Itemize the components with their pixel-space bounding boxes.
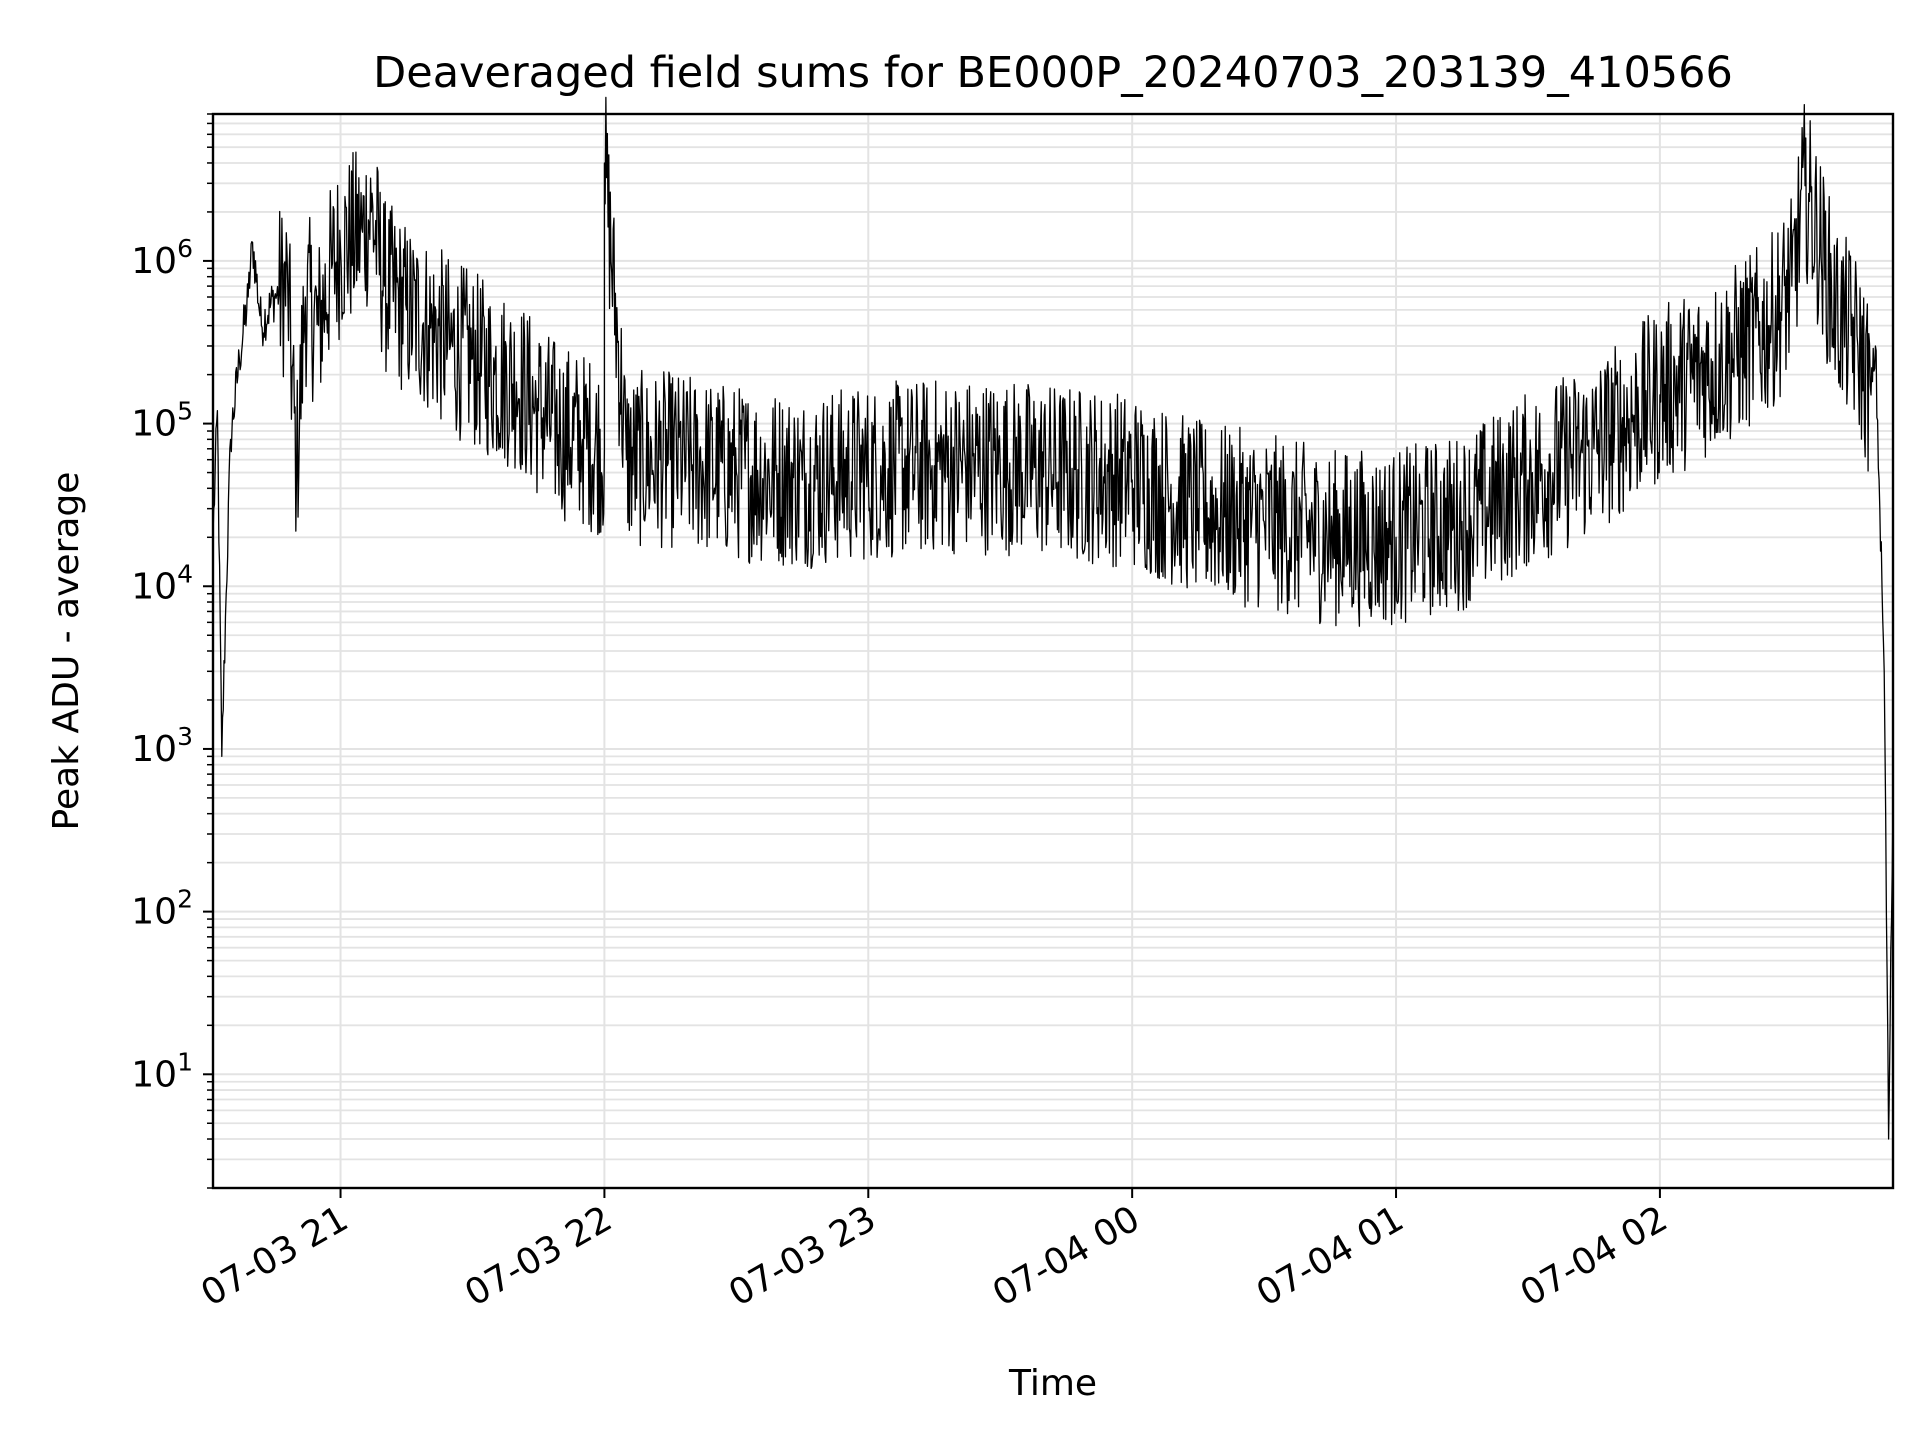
y-tick-label: 104 <box>131 559 193 607</box>
series-line <box>212 96 1894 1140</box>
data-line-layer <box>212 96 1894 1140</box>
y-tick-label: 102 <box>131 885 193 933</box>
x-axis-label: Time <box>1008 1363 1097 1404</box>
chart-title: Deaveraged field sums for BE000P_2024070… <box>373 48 1733 98</box>
y-tick-label: 105 <box>131 397 193 445</box>
y-tick-label: 106 <box>131 234 193 282</box>
y-tick-label: 103 <box>131 722 193 770</box>
y-tick-label: 101 <box>131 1047 193 1095</box>
y-axis-label: Peak ADU - average <box>46 472 87 831</box>
